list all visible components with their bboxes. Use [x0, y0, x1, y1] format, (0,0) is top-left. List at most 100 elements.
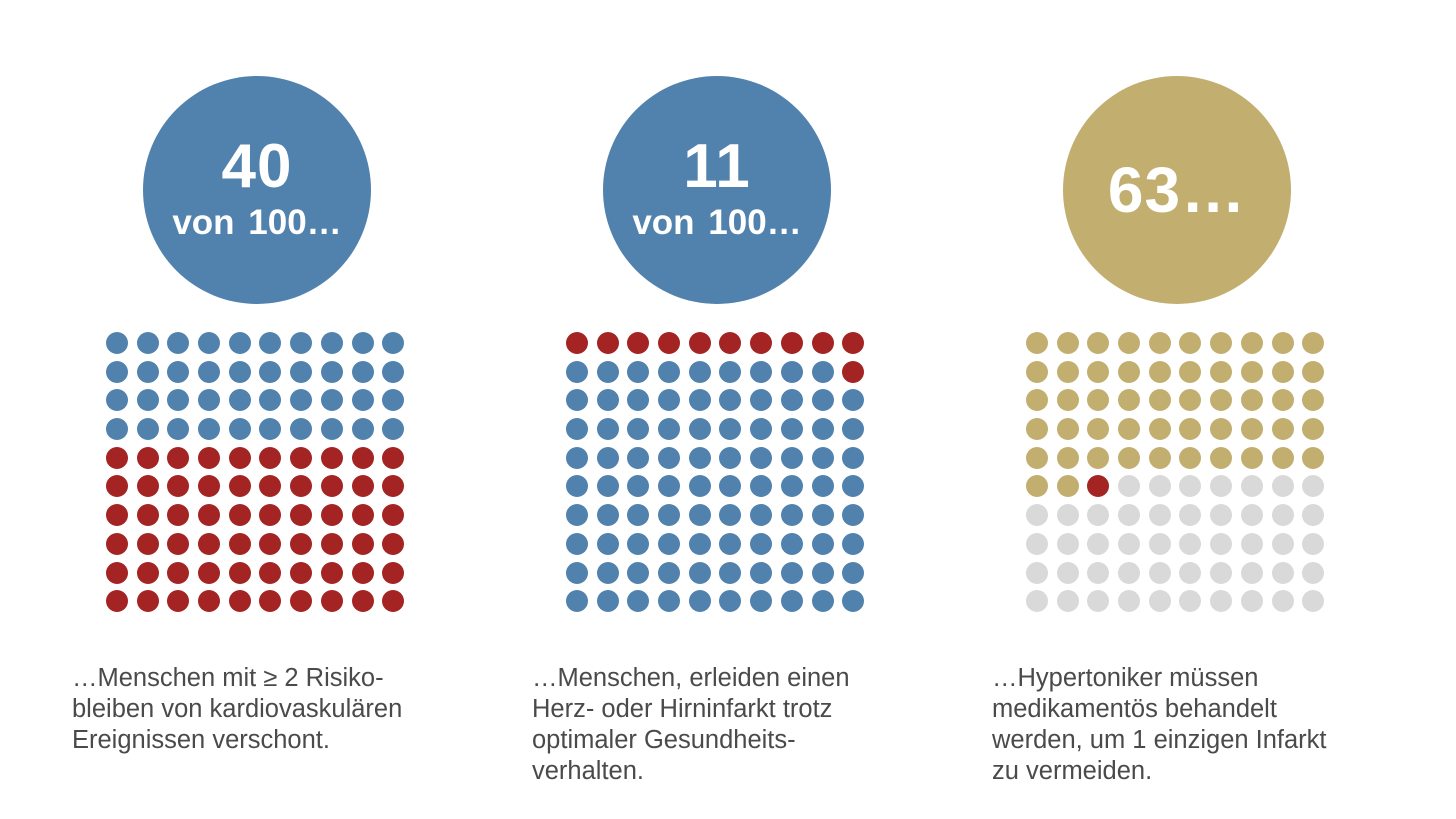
- grid-dot: [719, 504, 742, 527]
- grid-dot: [1271, 475, 1294, 498]
- grid-dot: [136, 532, 159, 555]
- grid-dot: [842, 332, 865, 354]
- grid-dot: [1240, 532, 1263, 555]
- grid-dot: [320, 532, 343, 555]
- grid-dot: [780, 332, 803, 354]
- grid-dot: [259, 475, 282, 498]
- grid-dot: [382, 418, 405, 441]
- grid-dot: [658, 418, 681, 441]
- grid-dot: [596, 504, 619, 527]
- grid-dot: [658, 504, 681, 527]
- grid-dot: [1087, 446, 1110, 469]
- grid-dot: [596, 590, 619, 613]
- grid-dot: [167, 418, 190, 441]
- grid-dot: [627, 360, 650, 383]
- grid-dot: [596, 389, 619, 412]
- grid-dot: [627, 418, 650, 441]
- grid-dot: [290, 332, 313, 354]
- grid-dot: [1240, 590, 1263, 613]
- grid-dot: [780, 475, 803, 498]
- grid-dot: [1118, 389, 1141, 412]
- dot-grid: [1026, 332, 1330, 616]
- grid-dot: [290, 504, 313, 527]
- grid-dot: [596, 418, 619, 441]
- grid-dot: [1056, 332, 1079, 354]
- grid-dot: [658, 561, 681, 584]
- grid-dot: [719, 360, 742, 383]
- grid-dot: [136, 504, 159, 527]
- grid-dot: [750, 446, 773, 469]
- grid-dot: [1056, 504, 1079, 527]
- grid-dot: [1179, 532, 1202, 555]
- grid-dot: [1056, 418, 1079, 441]
- grid-dot: [780, 561, 803, 584]
- grid-dot: [351, 418, 374, 441]
- grid-dot: [167, 389, 190, 412]
- grid-dot: [627, 332, 650, 354]
- dot-grid: [106, 332, 410, 616]
- grid-dot: [1210, 475, 1233, 498]
- grid-dot: [566, 504, 588, 527]
- grid-dot: [320, 360, 343, 383]
- grid-dot: [382, 475, 405, 498]
- grid-dot: [382, 590, 405, 613]
- grid-dot: [1148, 418, 1171, 441]
- grid-dot: [688, 590, 711, 613]
- grid-dot: [842, 532, 865, 555]
- grid-dot: [1118, 360, 1141, 383]
- grid-dot: [1026, 446, 1048, 469]
- grid-dot: [320, 590, 343, 613]
- grid-dot: [198, 418, 221, 441]
- grid-dot: [1271, 504, 1294, 527]
- grid-dot: [351, 532, 374, 555]
- grid-dot: [1026, 332, 1048, 354]
- grid-dot: [1056, 446, 1079, 469]
- grid-dot: [198, 389, 221, 412]
- grid-dot: [228, 532, 251, 555]
- grid-dot: [106, 332, 128, 354]
- grid-dot: [811, 475, 834, 498]
- grid-dot: [566, 360, 588, 383]
- grid-dot: [627, 590, 650, 613]
- grid-dot: [1026, 532, 1048, 555]
- grid-dot: [320, 475, 343, 498]
- grid-dot: [320, 332, 343, 354]
- grid-dot: [1118, 561, 1141, 584]
- grid-dot: [1210, 532, 1233, 555]
- grid-dot: [1210, 561, 1233, 584]
- grid-dot: [1148, 360, 1171, 383]
- grid-dot: [1026, 475, 1048, 498]
- grid-dot: [688, 389, 711, 412]
- grid-dot: [750, 389, 773, 412]
- grid-dot: [1148, 332, 1171, 354]
- grid-dot: [136, 360, 159, 383]
- grid-dot: [842, 590, 865, 613]
- grid-dot: [1148, 475, 1171, 498]
- grid-dot: [719, 561, 742, 584]
- grid-dot: [259, 418, 282, 441]
- grid-dot: [1302, 446, 1325, 469]
- grid-dot: [566, 446, 588, 469]
- grid-dot: [1026, 389, 1048, 412]
- grid-dot: [382, 561, 405, 584]
- grid-dot: [627, 475, 650, 498]
- grid-dot: [259, 446, 282, 469]
- grid-dot: [750, 418, 773, 441]
- grid-dot: [198, 504, 221, 527]
- grid-dot: [1240, 389, 1263, 412]
- grid-dot: [719, 332, 742, 354]
- panel-caption: …Menschen, erleiden einen Herz- oder Hir…: [532, 664, 850, 785]
- grid-dot: [136, 332, 159, 354]
- grid-dot: [1087, 504, 1110, 527]
- grid-dot: [198, 360, 221, 383]
- grid-dot: [1240, 332, 1263, 354]
- grid-dot: [136, 475, 159, 498]
- grid-dot: [1087, 590, 1110, 613]
- grid-dot: [842, 360, 865, 383]
- grid-dot: [228, 360, 251, 383]
- grid-dot: [1118, 332, 1141, 354]
- grid-dot: [228, 418, 251, 441]
- grid-dot: [1179, 360, 1202, 383]
- grid-dot: [351, 475, 374, 498]
- grid-dot: [1087, 360, 1110, 383]
